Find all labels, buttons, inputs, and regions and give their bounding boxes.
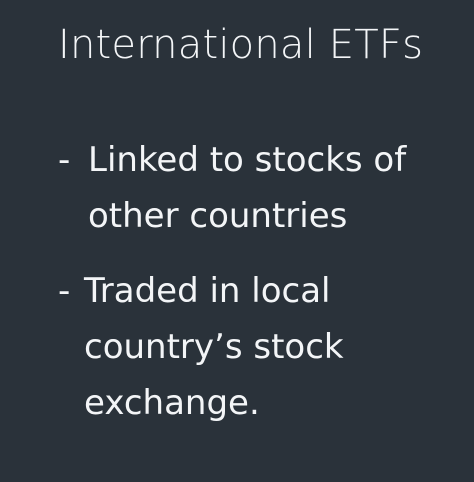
bullet-text: Linked to stocks of other countries bbox=[88, 140, 407, 236]
bullet-item: - Traded in local country’s stock exchan… bbox=[58, 263, 468, 431]
bullet-text: Traded in local country’s stock exchange… bbox=[84, 271, 344, 423]
bullet-marker: - bbox=[58, 140, 71, 180]
bullet-list: - Linked to stocks of other countries - … bbox=[58, 132, 468, 431]
bullet-marker: - bbox=[58, 271, 71, 311]
bullet-item: - Linked to stocks of other countries bbox=[58, 132, 468, 244]
slide-title: International ETFs bbox=[58, 22, 424, 68]
